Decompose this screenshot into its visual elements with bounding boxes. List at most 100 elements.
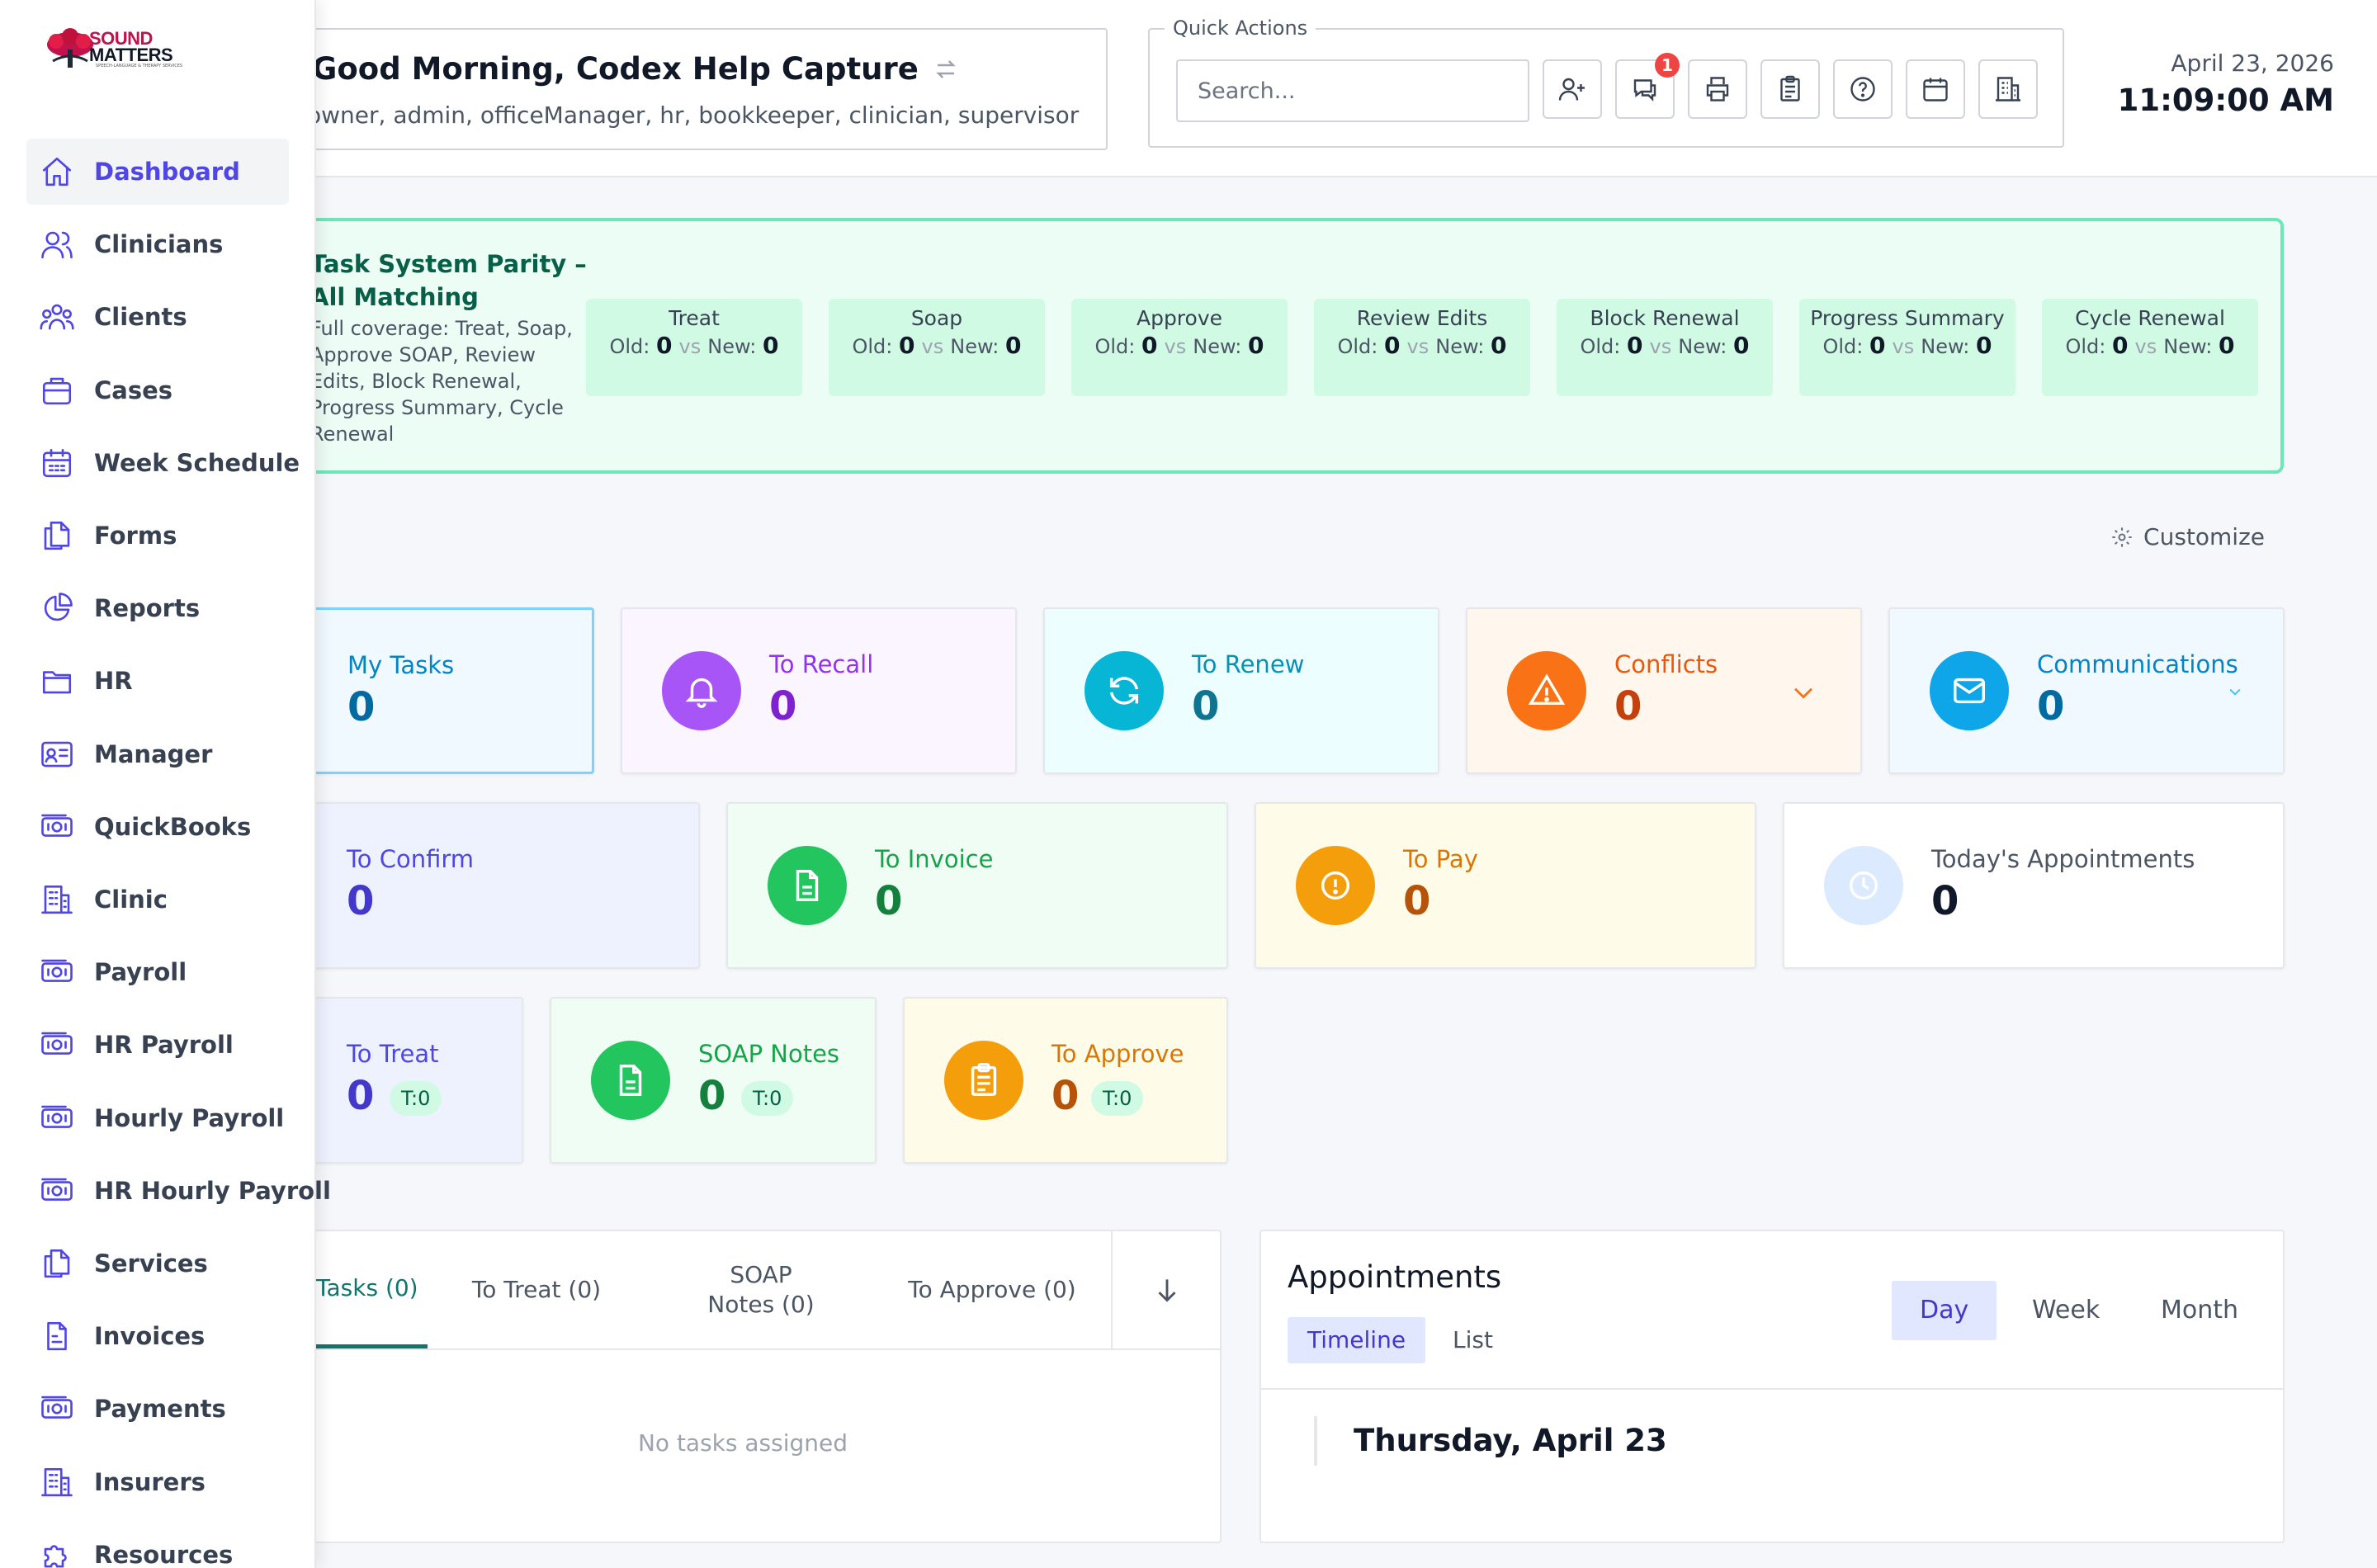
card-communications[interactable]: Communications 0: [1888, 607, 2285, 774]
subtab-list[interactable]: List: [1453, 1326, 1493, 1353]
tab-soap-notes[interactable]: SOAP Notes (0): [707, 1261, 815, 1318]
sidebar-item-insurers[interactable]: Insurers: [26, 1449, 289, 1515]
card-value: 0: [769, 683, 797, 730]
new-label: New:: [1678, 335, 1727, 358]
tasks-empty-message: No tasks assigned: [637, 1429, 848, 1457]
view-week-button[interactable]: Week: [2032, 1296, 2101, 1325]
appointments-panel: Appointments Timeline List Day Week Mont…: [1259, 1230, 2285, 1543]
switch-user-icon[interactable]: [933, 57, 958, 82]
card-value: 0: [1403, 878, 1431, 924]
card-value: 0: [2037, 683, 2065, 730]
sidebar-item-label: Manager: [94, 739, 213, 768]
divider: [266, 1348, 1220, 1350]
card-soap-notes[interactable]: SOAP Notes 0 T:0: [550, 997, 877, 1164]
card-label: My Tasks: [347, 651, 455, 679]
sidebar-item-hr-hourly-payroll[interactable]: HR Hourly Payroll: [26, 1158, 331, 1224]
messages-button[interactable]: 1: [1615, 53, 1680, 119]
sidebar-item-week-schedule[interactable]: Week Schedule: [26, 430, 300, 496]
sidebar-item-label: Resources: [94, 1540, 234, 1568]
chevron-down-icon[interactable]: [2227, 683, 2243, 700]
calendar-button[interactable]: [1906, 59, 1965, 119]
help-button[interactable]: [1833, 59, 1893, 119]
parity-item: Approve Old: 0 vs New: 0: [1071, 299, 1288, 396]
sidebar-item-label: Payroll: [94, 958, 187, 987]
card-label: Conflicts: [1614, 650, 1718, 678]
card-to-renew[interactable]: To Renew 0: [1043, 607, 1439, 774]
chat-icon: [1633, 79, 1656, 102]
sidebar-item-dashboard[interactable]: Dashboard: [26, 139, 289, 205]
new-count: 0: [1733, 332, 1750, 359]
divider: [1261, 1388, 2283, 1390]
folder-icon: [40, 664, 74, 698]
sidebar-item-clinic[interactable]: Clinic: [26, 867, 289, 933]
sidebar-item-clients[interactable]: Clients: [26, 284, 289, 350]
card-todays-appointments[interactable]: Today's Appointments 0: [1783, 802, 2285, 969]
card-value: 0: [1614, 683, 1642, 730]
sidebar-item-quickbooks[interactable]: QuickBooks: [26, 794, 289, 860]
search-input[interactable]: [1176, 59, 1529, 122]
parity-item-name: Progress Summary: [1810, 306, 2005, 330]
sidebar-item-manager[interactable]: Manager: [26, 721, 289, 787]
parity-item-name: Block Renewal: [1590, 306, 1740, 330]
subtab-timeline[interactable]: Timeline: [1288, 1317, 1426, 1363]
view-day-button[interactable]: Day: [1892, 1281, 1997, 1340]
clinic-button[interactable]: [1978, 59, 2038, 119]
help-icon: [1850, 77, 1875, 102]
chevron-down-icon[interactable]: [1789, 678, 1817, 706]
sidebar-item-payroll[interactable]: Payroll: [26, 939, 289, 1005]
building-icon: [40, 1465, 74, 1500]
sidebar-item-label: Payments: [94, 1395, 226, 1424]
total-pill: T:0: [390, 1081, 442, 1116]
new-count: 0: [1005, 332, 1022, 359]
add-user-button[interactable]: [1543, 59, 1602, 119]
print-button[interactable]: [1688, 59, 1747, 119]
sidebar-item-clinicians[interactable]: Clinicians: [26, 211, 289, 277]
card-value: 0: [347, 878, 375, 924]
parity-item: Cycle Renewal Old: 0 vs New: 0: [2042, 299, 2258, 396]
sidebar-item-cases[interactable]: Cases: [26, 357, 289, 423]
card-to-recall[interactable]: To Recall 0: [621, 607, 1017, 774]
document-icon: [591, 1041, 670, 1120]
sidebar-item-forms[interactable]: Forms: [26, 503, 289, 569]
old-count: 0: [899, 332, 915, 359]
sort-button[interactable]: [1111, 1231, 1222, 1348]
customize-button[interactable]: Customize: [2110, 523, 2265, 550]
card-to-pay[interactable]: To Pay 0: [1255, 802, 1756, 969]
view-month-button[interactable]: Month: [2161, 1296, 2239, 1325]
card-label: SOAP Notes: [698, 1040, 840, 1068]
sidebar-item-reports[interactable]: Reports: [26, 575, 289, 641]
parity-item-name: Treat: [669, 306, 720, 330]
sidebar-item-label: Cases: [94, 375, 173, 404]
current-date: April 23, 2026: [2171, 50, 2334, 77]
parity-item-name: Soap: [910, 306, 963, 330]
new-count: 0: [763, 332, 779, 359]
card-to-confirm[interactable]: To Confirm 0: [248, 802, 700, 969]
parity-item: Treat Old: 0 vs New: 0: [586, 299, 802, 396]
sidebar-item-hourly-payroll[interactable]: Hourly Payroll: [26, 1085, 289, 1151]
sidebar-item-hr[interactable]: HR: [26, 648, 289, 714]
old-label: Old:: [2065, 335, 2106, 358]
old-count: 0: [2112, 332, 2129, 359]
old-count: 0: [1141, 332, 1158, 359]
brand-logo[interactable]: SOUND MATTERS SPEECH-LANGUAGE & THERAPY …: [45, 28, 182, 71]
sidebar-item-resources[interactable]: Resources: [26, 1522, 289, 1568]
sidebar-item-label: Forms: [94, 522, 177, 550]
clipboard-icon: [944, 1041, 1023, 1120]
new-label: New:: [2163, 335, 2213, 358]
quick-actions-label: Quick Actions: [1165, 17, 1316, 40]
tab-to-treat[interactable]: To Treat (0): [471, 1276, 602, 1303]
card-to-approve[interactable]: To Approve 0 T:0: [903, 997, 1228, 1164]
card-conflicts[interactable]: Conflicts 0: [1466, 607, 1862, 774]
parity-item-name: Approve: [1136, 306, 1223, 330]
clipboard-button[interactable]: [1760, 59, 1820, 119]
sidebar-item-invoices[interactable]: Invoices: [26, 1303, 289, 1369]
sidebar-item-payments[interactable]: Payments: [26, 1376, 289, 1442]
sidebar-item-label: Clients: [94, 303, 187, 332]
card-to-invoice[interactable]: To Invoice 0: [726, 802, 1228, 969]
new-label: New:: [1435, 335, 1485, 358]
sidebar-item-services[interactable]: Services: [26, 1230, 289, 1296]
new-label: New:: [1921, 335, 1970, 358]
vs-label: vs: [1164, 335, 1187, 358]
sidebar-item-hr-payroll[interactable]: HR Payroll: [26, 1012, 289, 1078]
tab-to-approve[interactable]: To Approve (0): [908, 1276, 1076, 1303]
